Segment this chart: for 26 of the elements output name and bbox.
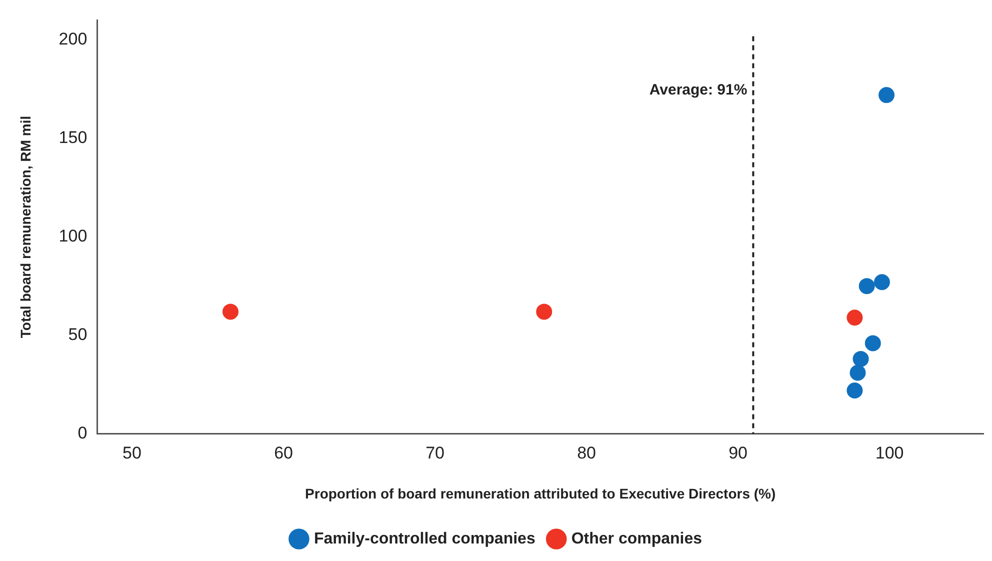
y-tick-label: 200 <box>58 30 88 49</box>
point <box>222 304 238 320</box>
point <box>536 304 552 320</box>
point <box>874 274 890 290</box>
point <box>846 382 863 398</box>
y-tick-label: 100 <box>58 226 88 246</box>
x-tick-label: 90 <box>728 444 748 463</box>
ref-line-label: Average: 91% <box>649 81 748 98</box>
x-tick-label: 50 <box>122 444 142 463</box>
y-tick-label: 150 <box>58 128 88 148</box>
legend-label: Family-controlled companies <box>314 530 536 548</box>
point <box>864 335 881 352</box>
point <box>846 310 863 326</box>
y-tick-label: 0 <box>78 423 88 442</box>
x-axis-title: Proportion of board remuneration attributed to Executive Directors (%) <box>305 485 776 502</box>
y-axis-title: Total board remuneration, RM mil <box>17 116 34 338</box>
point <box>852 350 869 367</box>
point <box>878 87 895 104</box>
point <box>850 364 866 381</box>
x-tick-label: 70 <box>426 444 444 463</box>
x-tick-label: 80 <box>577 444 596 463</box>
legend-label: Other companies <box>571 530 702 548</box>
point <box>858 278 875 294</box>
y-tick-label: 50 <box>68 325 88 344</box>
x-tick-label: 100 <box>875 444 904 463</box>
x-tick-label: 60 <box>274 444 293 463</box>
